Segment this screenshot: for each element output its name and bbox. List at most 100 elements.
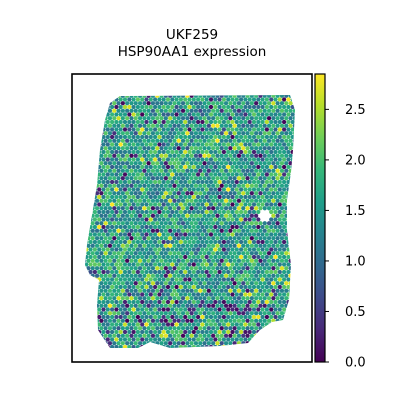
spot (208, 262, 214, 267)
spot (85, 322, 89, 327)
spot (213, 262, 218, 267)
spot (260, 112, 265, 117)
spot (200, 104, 205, 110)
spot (157, 194, 162, 200)
spot (217, 224, 222, 230)
spot (236, 116, 242, 121)
spot (114, 329, 119, 335)
spot (234, 247, 239, 252)
spot (125, 281, 130, 286)
spot (107, 168, 113, 173)
spot (176, 116, 181, 121)
spot (193, 183, 199, 188)
spot (234, 307, 239, 312)
spot (228, 333, 233, 338)
spot (90, 153, 95, 158)
spot (131, 134, 136, 140)
spot (99, 161, 104, 166)
spot (120, 146, 125, 151)
spot (180, 221, 186, 226)
spot (129, 198, 134, 203)
spot (122, 104, 128, 110)
spot (159, 251, 164, 256)
spot (213, 329, 218, 335)
spot (146, 243, 151, 248)
spot (200, 337, 205, 342)
spot (101, 217, 106, 222)
spot (279, 221, 285, 226)
spot (290, 209, 295, 215)
spot (271, 281, 276, 286)
spot (266, 161, 272, 166)
spot (284, 333, 289, 338)
spot (269, 104, 274, 110)
spot (219, 213, 224, 218)
spot (249, 311, 254, 316)
spot (196, 119, 201, 125)
spot (185, 176, 190, 181)
spot (101, 179, 106, 185)
spot (142, 326, 147, 331)
spot (269, 119, 274, 125)
spot (165, 157, 171, 162)
spot (266, 266, 272, 271)
spot (110, 112, 115, 117)
spot (219, 168, 224, 173)
spot (217, 149, 222, 155)
spot (284, 303, 289, 308)
spot (150, 95, 156, 98)
spot (135, 337, 140, 342)
spot (110, 142, 115, 147)
spot (251, 254, 257, 260)
spot (101, 307, 106, 312)
spot (211, 168, 216, 173)
spot (202, 288, 207, 293)
spot (221, 337, 226, 342)
spot (262, 326, 267, 331)
spot (221, 209, 226, 215)
spot (107, 311, 113, 316)
spot (211, 138, 216, 143)
spot (271, 303, 276, 308)
spot (226, 157, 231, 162)
spot (135, 172, 140, 177)
spot (129, 161, 134, 166)
spot (282, 277, 287, 282)
spot (140, 329, 145, 335)
spot (140, 277, 145, 282)
spot (269, 194, 274, 200)
spot (172, 161, 177, 166)
spot (196, 314, 201, 320)
spot (273, 90, 277, 94)
spot (165, 127, 171, 132)
spot (157, 239, 162, 245)
spot (256, 202, 261, 207)
spot (110, 322, 115, 327)
spot (202, 221, 207, 226)
spot (129, 153, 134, 158)
spot (221, 104, 226, 110)
spot (178, 202, 183, 207)
spot (221, 277, 226, 282)
spot (232, 108, 237, 113)
spot (273, 322, 278, 327)
spot (217, 344, 222, 348)
spot (297, 236, 301, 240)
spot (157, 164, 162, 170)
spot (85, 299, 89, 305)
spot (142, 281, 147, 286)
spot (204, 307, 209, 312)
spot (189, 251, 194, 256)
spot (86, 228, 91, 233)
spot (85, 288, 87, 293)
spot (297, 311, 301, 315)
spot (290, 269, 295, 275)
spot (243, 292, 248, 297)
spot (144, 164, 149, 170)
spot (204, 104, 209, 110)
spot (230, 179, 235, 185)
spot (292, 213, 295, 218)
spot (155, 349, 159, 353)
spot (249, 266, 254, 271)
